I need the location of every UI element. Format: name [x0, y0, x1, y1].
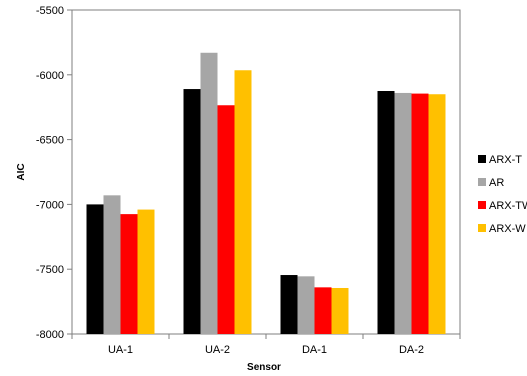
y-tick-label: -8000 [36, 329, 64, 341]
x-tick-label: UA-1 [108, 344, 133, 356]
x-tick-label: DA-2 [399, 344, 424, 356]
x-axis: UA-1 UA-2 DA-1 DA-2 [71, 334, 461, 356]
legend-label: AR [489, 177, 504, 189]
bar-arx-tw-da-1 [314, 287, 332, 334]
legend-label: ARX-TW [489, 200, 527, 212]
bar-arx-w-ua-2 [234, 70, 252, 334]
legend-swatch [478, 155, 486, 163]
y-tick-label: -7000 [36, 199, 64, 211]
x-axis-title: Sensor [247, 362, 281, 373]
bar-arx-w-da-1 [331, 287, 349, 334]
bar-arx-w-da-2 [428, 94, 446, 335]
bar-arx-t-ua-1 [86, 204, 104, 334]
bar-arx-t-ua-2 [183, 89, 201, 334]
bar-ar-ua-1 [103, 195, 121, 334]
y-axis-title: AIC [16, 163, 27, 180]
bar-arx-t-da-1 [280, 275, 298, 334]
y-tick-label: -5500 [36, 5, 64, 17]
legend: ARX-T AR ARX-TW ARX-W [478, 154, 527, 235]
bar-ar-da-2 [394, 92, 412, 334]
y-tick-label: -6000 [36, 70, 64, 82]
legend-label: ARX-T [489, 154, 522, 166]
bar-ar-da-1 [297, 276, 315, 334]
bar-arx-tw-ua-1 [120, 214, 138, 334]
bar-arx-t-da-2 [377, 91, 395, 334]
bar-arx-tw-ua-2 [217, 105, 235, 334]
bar-ar-ua-2 [200, 52, 218, 334]
legend-swatch [478, 178, 486, 186]
y-axis: -5500 -6000 -6500 -7000 -7500 -8000 [36, 5, 72, 341]
bar-arx-w-ua-1 [137, 209, 155, 334]
y-tick-label: -6500 [36, 135, 64, 147]
bars-group [86, 52, 446, 335]
x-tick-label: UA-2 [205, 344, 230, 356]
bar-arx-tw-da-2 [411, 93, 429, 334]
y-tick-label: -7500 [36, 264, 64, 276]
legend-label: ARX-W [489, 223, 526, 235]
x-tick-label: DA-1 [302, 344, 327, 356]
legend-swatch [478, 201, 486, 209]
legend-swatch [478, 224, 486, 232]
